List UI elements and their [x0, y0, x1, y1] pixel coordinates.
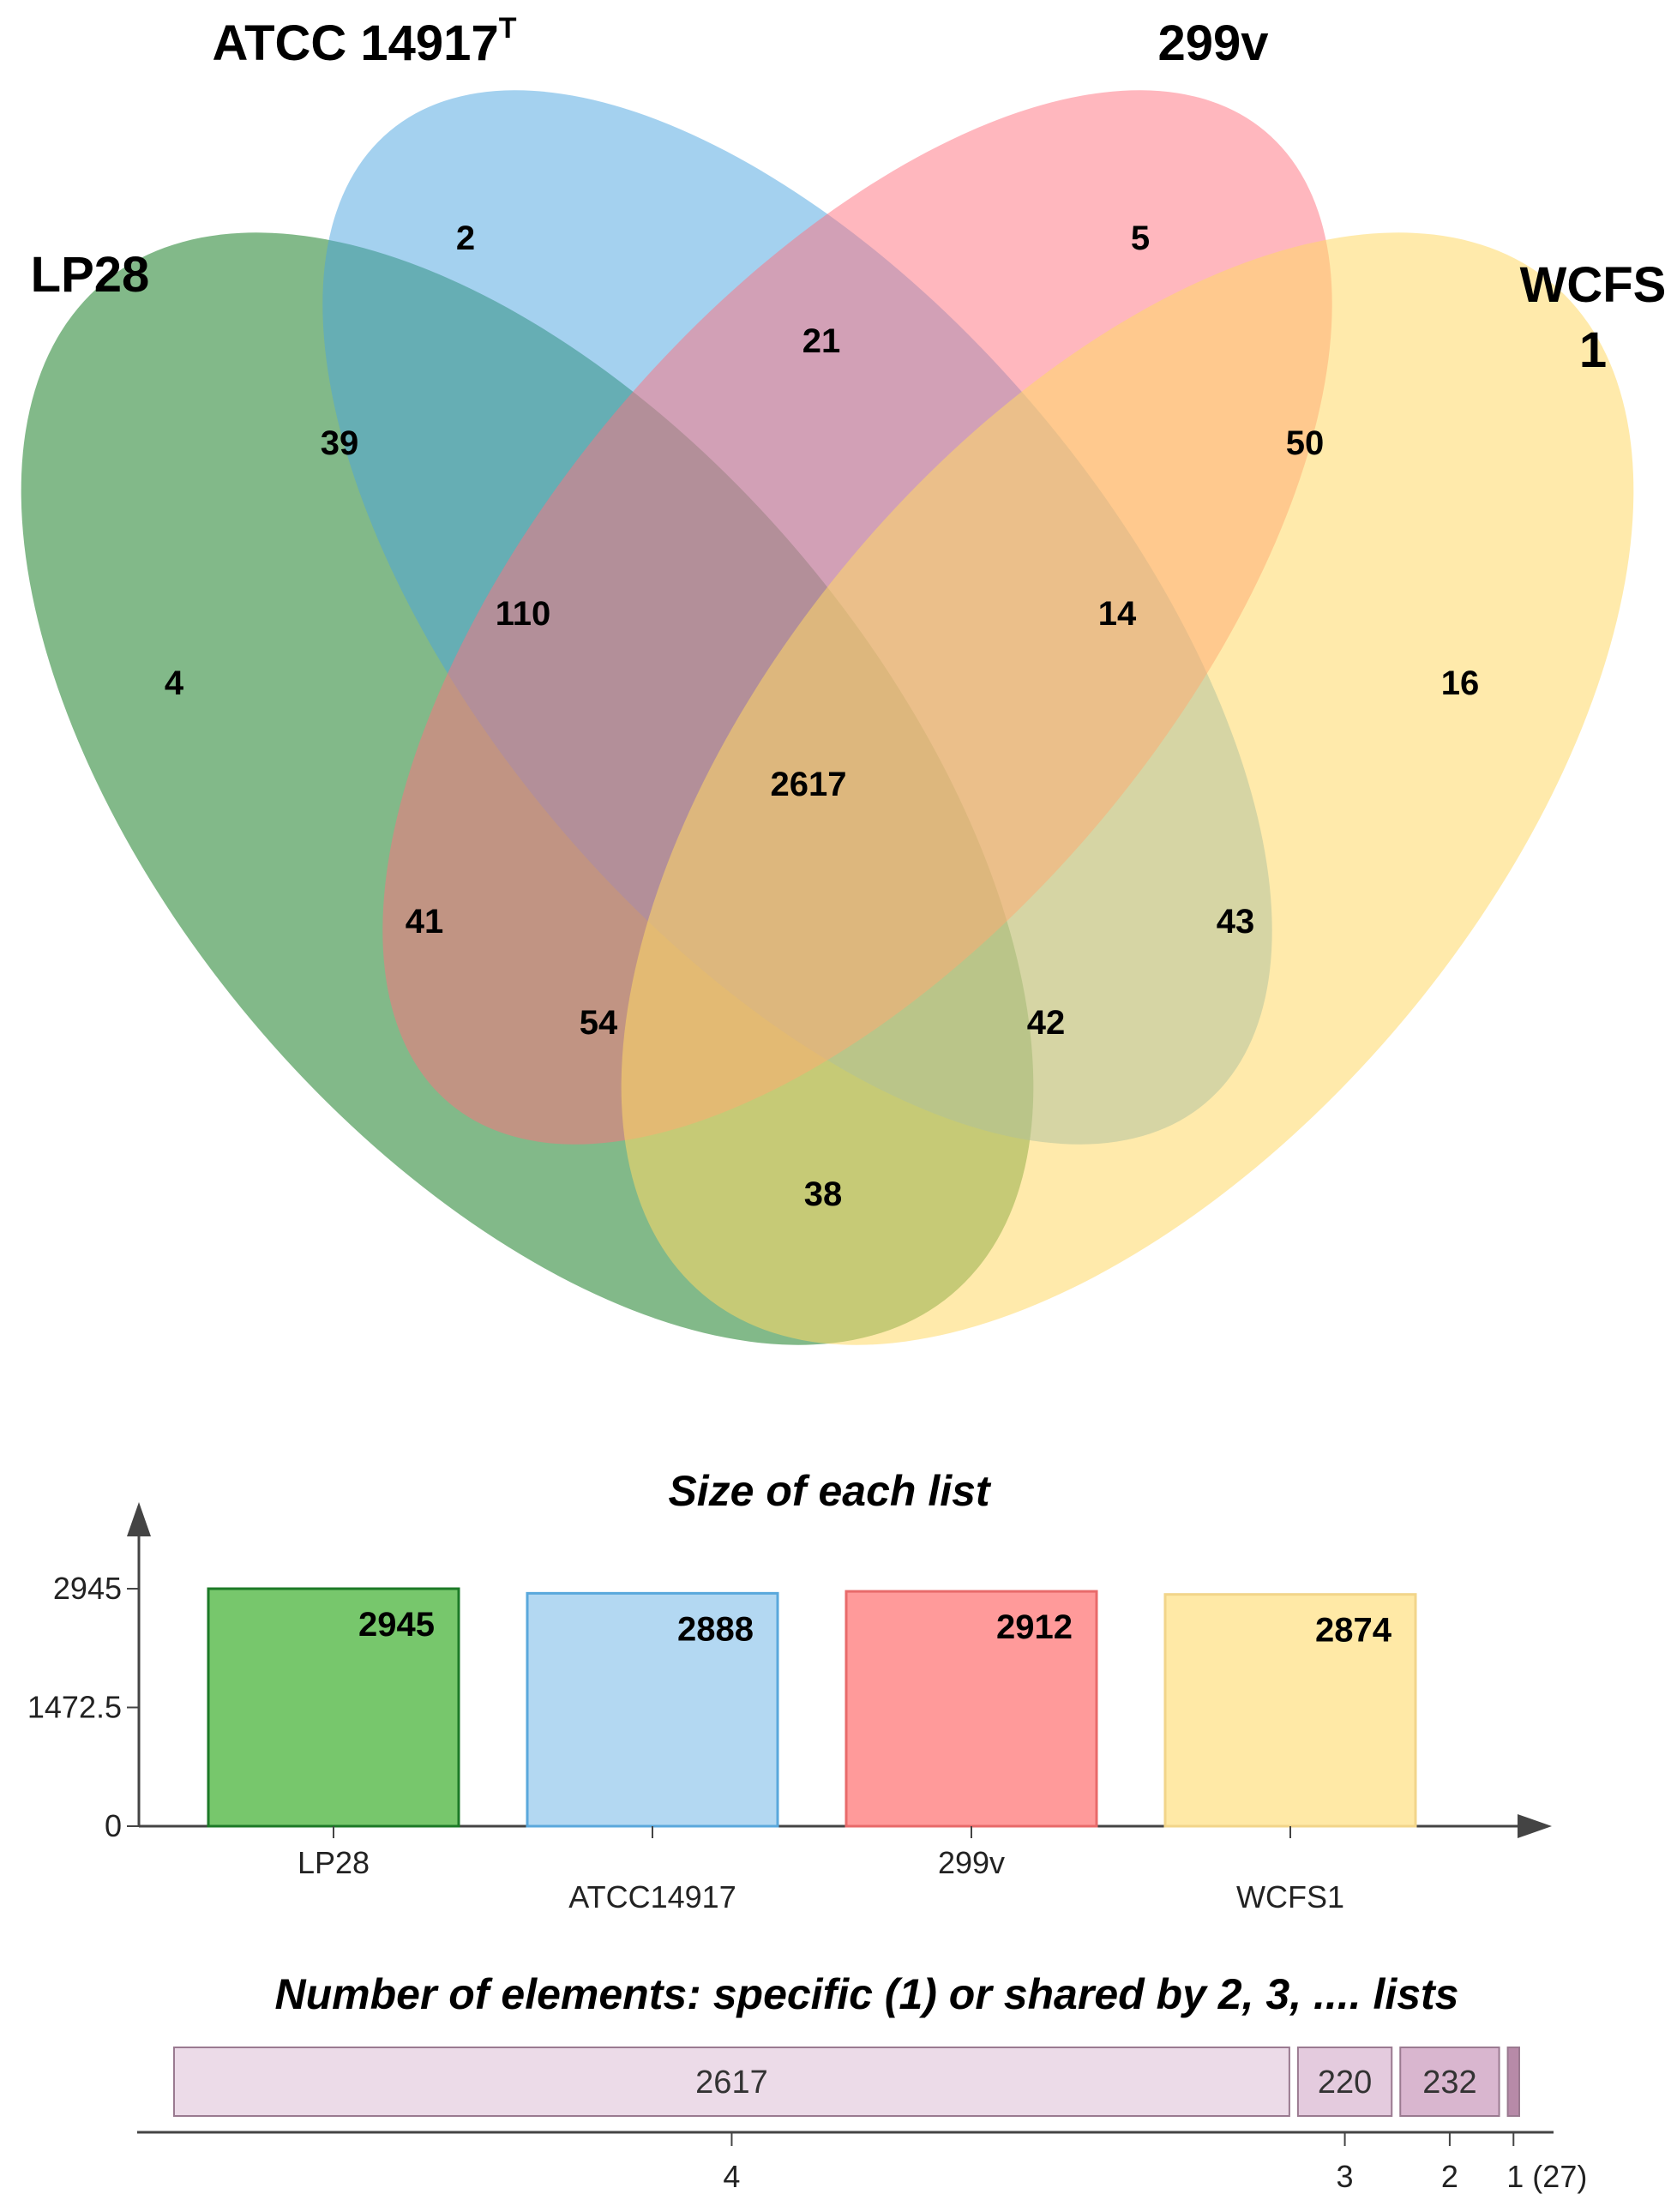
x-tick-label-299v: 299v	[938, 1845, 1005, 1880]
bar-value-299v: 2912	[996, 1608, 1073, 1646]
shared-tick-label-1: 1 (27)	[1506, 2159, 1587, 2194]
x-tick-label-lp28: LP28	[298, 1845, 370, 1880]
y-tick-label: 2945	[53, 1571, 122, 1606]
segment-value-3: 220	[1318, 2065, 1372, 2101]
shared-chart: Number of elements: specific (1) or shar…	[137, 1970, 1587, 2194]
region-atcc-299v-wcfs1: 14	[1098, 595, 1137, 633]
venn-set-wcfs1	[621, 232, 1634, 1345]
region-atcc-wcfs1: 43	[1217, 903, 1255, 941]
bar-value-wcfs1: 2874	[1315, 1612, 1392, 1650]
segment-value-2: 232	[1422, 2065, 1476, 2101]
region-lp28-299v-wcfs1: 54	[580, 1004, 618, 1042]
set-title-atcc-main: ATCC 14917	[213, 15, 499, 71]
shared-chart-title: Number of elements: specific (1) or shar…	[275, 1970, 1459, 2018]
set-title-lp28: LP28	[31, 247, 150, 303]
shared-tick-label-2: 2	[1441, 2159, 1458, 2194]
region-atcc-only: 2	[456, 219, 475, 257]
region-lp28-atcc-wcfs1: 42	[1027, 1004, 1066, 1042]
segment-shared-by-3	[1296, 2047, 1393, 2117]
size-chart-x-arrow	[1518, 1814, 1552, 1838]
bar-value-atcc14917: 2888	[677, 1610, 754, 1648]
shared-tick-label-3: 3	[1337, 2159, 1354, 2194]
segment-value-4: 2617	[695, 2065, 768, 2101]
set-title-atcc: ATCC 14917T	[213, 12, 517, 71]
region-lp28-wcfs1: 38	[804, 1175, 843, 1213]
bar-wcfs1	[1163, 1593, 1417, 1828]
segment-shared-by-2	[1399, 2047, 1500, 2117]
size-chart-bars: 2945 2888 2912 2874	[207, 1587, 1417, 1828]
bar-value-lp28: 2945	[358, 1606, 435, 1644]
shared-tick-label-4: 4	[723, 2159, 740, 2194]
venn-diagram: LP28 ATCC 14917T 299v WCFS 1 2 5 21 39 5…	[21, 12, 1667, 1345]
y-tick-label: 1472.5	[27, 1690, 122, 1725]
size-chart-yticks: 0 1472.5 2945	[27, 1571, 139, 1843]
segment-shared-by-4	[173, 2047, 1290, 2117]
y-tick-label: 0	[105, 1808, 122, 1843]
bar-299v	[845, 1590, 1098, 1828]
region-lp28-atcc-299v: 110	[496, 595, 551, 633]
size-chart-xticks: LP28 ATCC14917 299v WCFS1	[298, 1826, 1344, 1914]
set-title-atcc-sup: T	[499, 12, 517, 45]
region-lp28-299v: 41	[406, 903, 444, 941]
region-atcc-299v: 21	[802, 322, 841, 360]
shared-chart-title-rest: : specific (1) or shared by 2, 3, .... l…	[687, 1970, 1458, 2018]
size-chart-title: Size of each list	[668, 1467, 991, 1515]
region-wcfs1-only: 16	[1441, 664, 1480, 702]
region-lp28-only: 4	[165, 664, 184, 702]
set-title-wcfs1-line2: 1	[1579, 322, 1607, 378]
region-299v-only: 5	[1131, 219, 1150, 257]
shared-chart-title-bold: Number of elements	[275, 1970, 688, 2018]
size-chart: Size of each list 2945 2888 2912 2874 0 1472…	[27, 1467, 1552, 1914]
set-title-wcfs1: WCFS	[1520, 257, 1667, 313]
x-tick-label-wcfs1: WCFS1	[1236, 1879, 1344, 1914]
x-tick-label-atcc14917: ATCC14917	[568, 1879, 736, 1914]
size-chart-y-arrow	[127, 1502, 151, 1536]
bar-atcc14917	[526, 1591, 779, 1828]
set-title-299v: 299v	[1157, 15, 1268, 71]
region-lp28-atcc: 39	[321, 424, 359, 462]
region-all-four: 2617	[771, 766, 847, 803]
shared-chart-segments: 2617 220 232 4 3 2 1 (27)	[173, 2047, 1587, 2194]
segment-shared-by-1	[1506, 2047, 1521, 2117]
region-299v-wcfs1: 50	[1286, 424, 1325, 462]
